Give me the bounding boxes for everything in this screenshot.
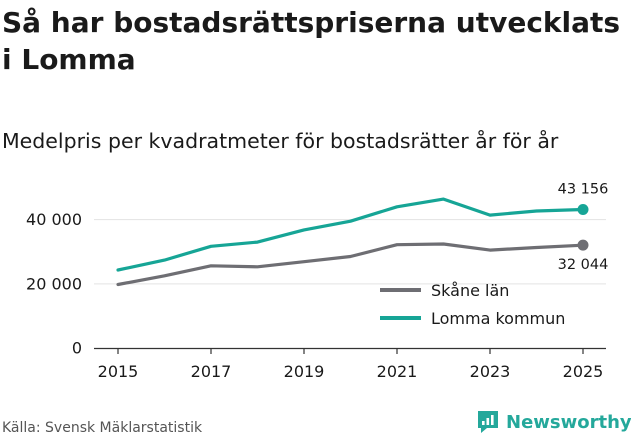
series-end-marker xyxy=(577,239,589,251)
y-tick-label: 40 000 xyxy=(26,210,82,229)
series-end-marker xyxy=(577,203,589,215)
gridlines xyxy=(94,219,606,285)
source-note: Källa: Svensk Mäklarstatistik xyxy=(2,420,203,436)
legend-label: Skåne län xyxy=(431,281,509,300)
chart-subtitle: Medelpris per kvadratmeter för bostadsrä… xyxy=(2,129,559,153)
legend: Skåne län Lomma kommun xyxy=(380,281,565,328)
y-tick-label: 0 xyxy=(72,339,82,358)
series-end-label: 32 044 xyxy=(558,257,609,273)
brand-logo: Newsworthy xyxy=(476,408,631,436)
x-tick-label: 2015 xyxy=(98,362,139,381)
y-axis-labels: 0 20 000 40 000 xyxy=(26,210,82,357)
x-axis-ticks: 2015 2017 2019 2021 2023 2025 xyxy=(98,348,604,381)
x-tick-label: 2019 xyxy=(284,362,325,381)
series-line xyxy=(116,197,585,272)
x-tick-label: 2021 xyxy=(377,362,418,381)
x-tick-label: 2017 xyxy=(191,362,232,381)
series-line xyxy=(116,242,585,287)
x-tick-label: 2023 xyxy=(470,362,511,381)
chart-title: Så har bostadsrättspriserna utvecklats i… xyxy=(2,6,621,76)
legend-label: Lomma kommun xyxy=(431,309,565,328)
x-tick-label: 2025 xyxy=(563,362,604,381)
series-lines: 32 044 43 156 xyxy=(116,181,609,287)
newsworthy-logo-icon xyxy=(478,411,498,433)
y-tick-label: 20 000 xyxy=(26,274,82,293)
series-end-label: 43 156 xyxy=(558,181,609,197)
brand-name: Newsworthy xyxy=(506,411,631,433)
